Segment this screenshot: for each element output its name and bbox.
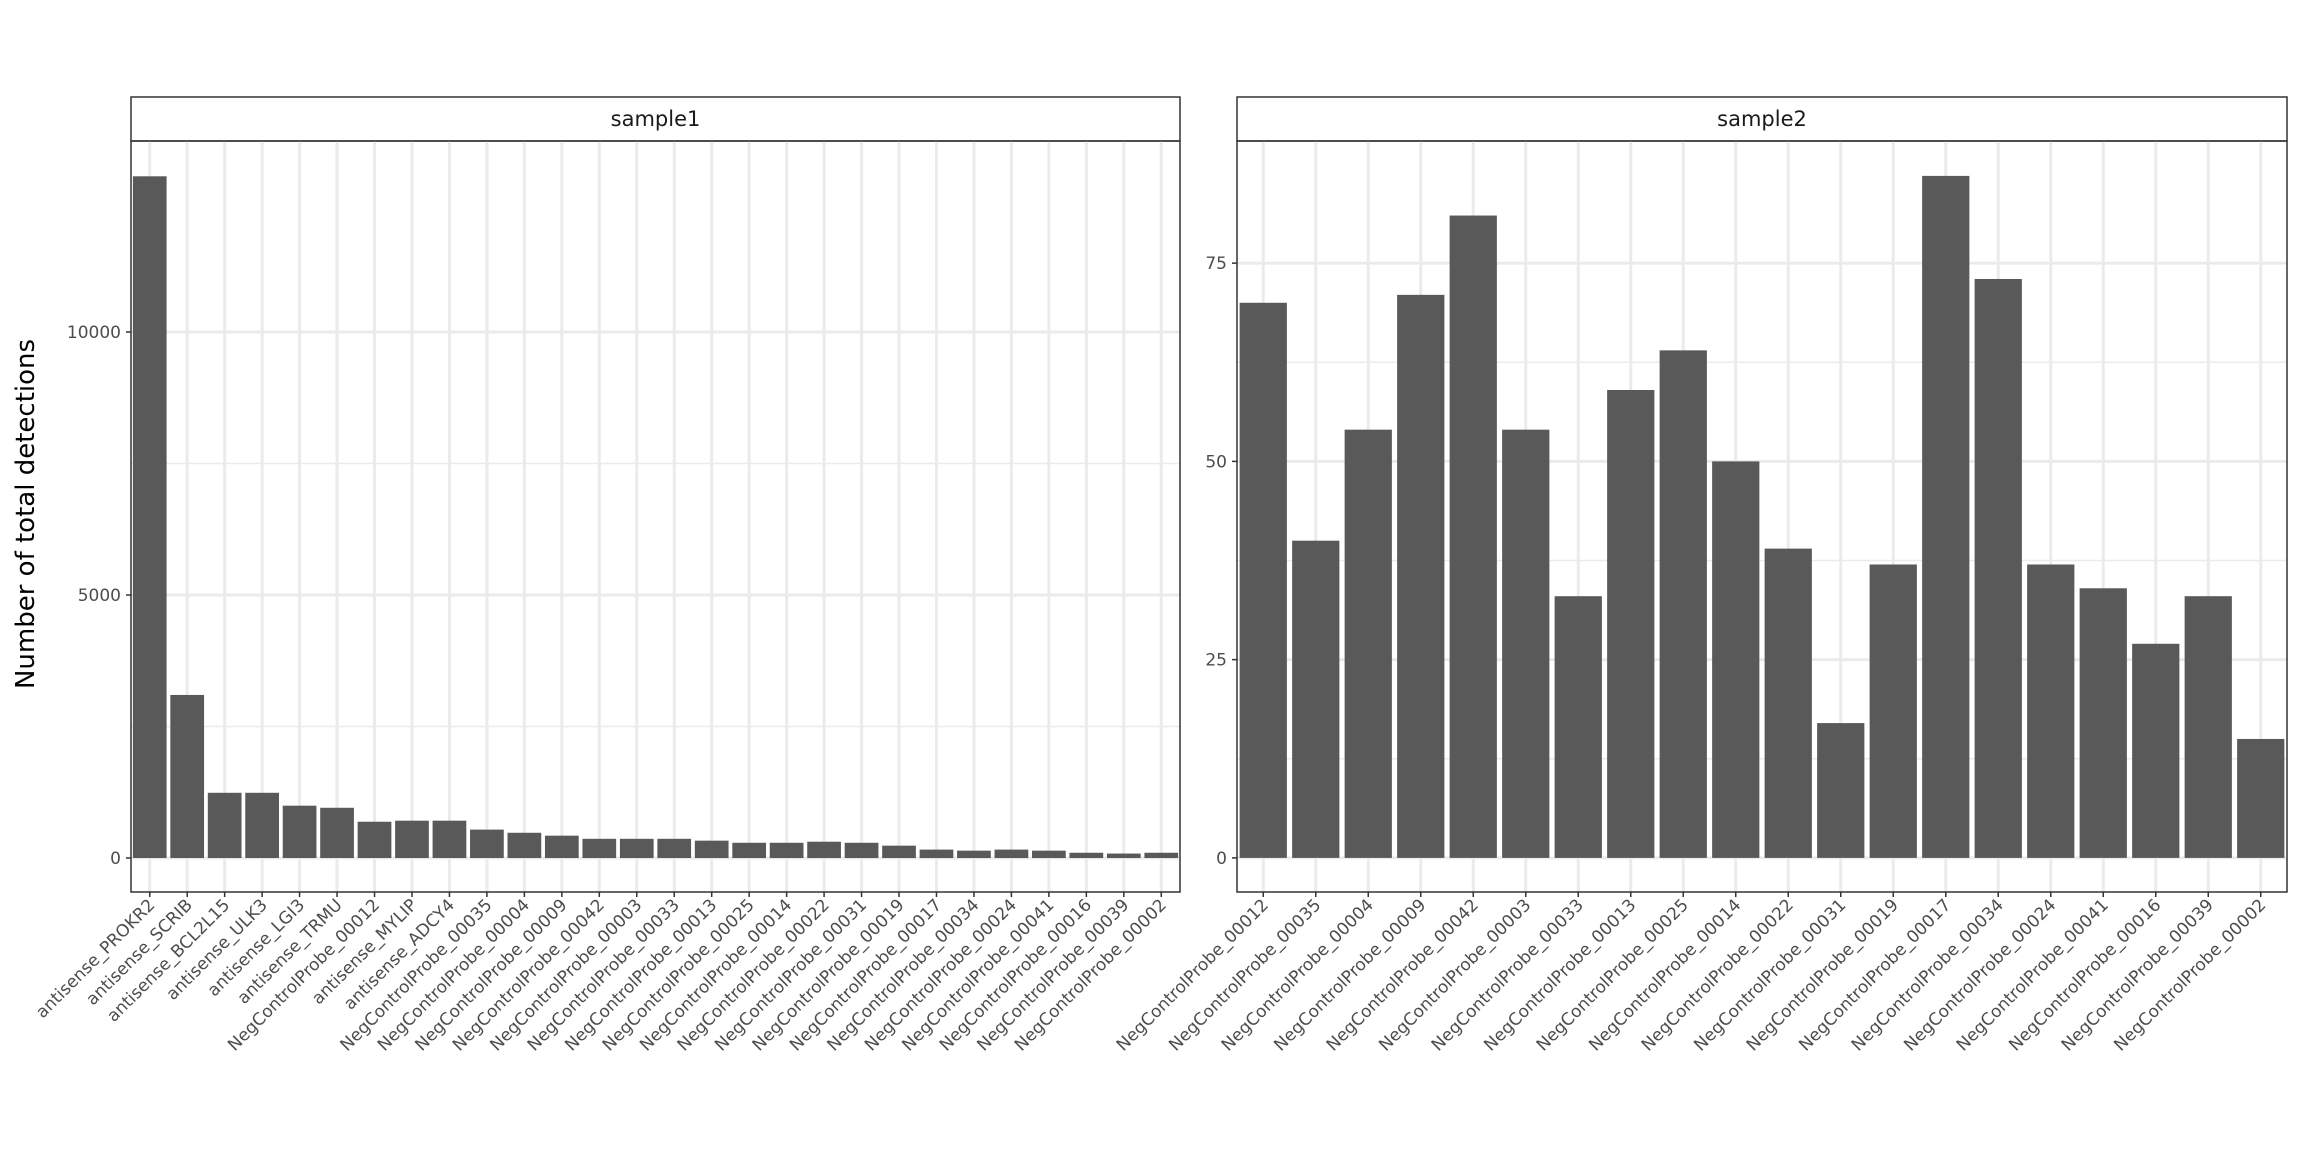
facet-strip-label: sample1 — [611, 107, 701, 131]
bar-NegControlProbe_00025 — [1659, 350, 1707, 858]
bar-NegControlProbe_00024 — [994, 849, 1029, 859]
bar-NegControlProbe_00017 — [919, 849, 954, 859]
bar-NegControlProbe_00013 — [694, 840, 729, 859]
bar-NegControlProbe_00035 — [1292, 540, 1340, 858]
facet-strip — [130, 96, 1181, 142]
bar-antisense_TRMU — [320, 807, 354, 859]
facet-strip-label: sample2 — [1717, 107, 1807, 131]
bar-NegControlProbe_00033 — [657, 838, 692, 859]
bar-NegControlProbe_00009 — [1397, 294, 1445, 858]
bar-NegControlProbe_00042 — [582, 838, 617, 859]
bar-NegControlProbe_00013 — [1607, 390, 1655, 858]
y-tick-label: 0 — [1216, 849, 1227, 869]
bar-NegControlProbe_00034 — [957, 850, 991, 859]
bar-NegControlProbe_00042 — [1449, 215, 1497, 858]
bar-NegControlProbe_00016 — [1069, 852, 1104, 859]
bar-NegControlProbe_00009 — [544, 835, 579, 859]
facet-strip — [1236, 96, 2288, 142]
bar-antisense_PROKR2 — [132, 176, 167, 859]
bar-NegControlProbe_00004 — [507, 832, 542, 859]
bar-antisense_SCRIB — [170, 694, 205, 859]
bar-antisense_BCL2L15 — [207, 792, 242, 859]
bar-NegControlProbe_00002 — [1144, 852, 1179, 859]
bar-NegControlProbe_00003 — [619, 838, 654, 859]
y-tick-label: 5000 — [78, 586, 121, 606]
bar-NegControlProbe_00019 — [1869, 564, 1917, 858]
panel-border — [1236, 140, 2288, 893]
y-tick-label: 10000 — [67, 323, 121, 343]
bar-NegControlProbe_00002 — [2237, 738, 2285, 858]
bar-antisense_ADCY4 — [432, 820, 467, 859]
panel-border — [130, 140, 1181, 893]
bar-antisense_MYLIP — [395, 820, 429, 859]
bar-NegControlProbe_00035 — [470, 829, 504, 859]
bar-NegControlProbe_00004 — [1344, 429, 1392, 858]
bar-NegControlProbe_00039 — [2184, 596, 2232, 858]
y-axis-title: Number of total detections — [11, 339, 41, 689]
bar-NegControlProbe_00031 — [1817, 723, 1865, 858]
bar-NegControlProbe_00034 — [1974, 278, 2022, 858]
bar-NegControlProbe_00012 — [357, 821, 392, 859]
bar-NegControlProbe_00012 — [1239, 302, 1287, 858]
bar-antisense_LGI3 — [282, 805, 317, 859]
bar-NegControlProbe_00024 — [2027, 564, 2075, 858]
bar-NegControlProbe_00003 — [1502, 429, 1550, 858]
y-tick-label: 75 — [1205, 254, 1227, 274]
bar-NegControlProbe_00014 — [769, 842, 804, 859]
bar-NegControlProbe_00033 — [1554, 596, 1602, 858]
bar-NegControlProbe_00014 — [1712, 461, 1760, 858]
bar-NegControlProbe_00022 — [807, 841, 841, 859]
bar-NegControlProbe_00039 — [1106, 853, 1141, 859]
y-tick-label: 50 — [1205, 452, 1227, 472]
bar-NegControlProbe_00041 — [1032, 850, 1066, 859]
y-tick-label: 0 — [110, 849, 121, 869]
y-tick-label: 25 — [1205, 651, 1227, 671]
panel-sample1: sample10500010000antisense_PROKR2antisen… — [32, 96, 1181, 1055]
bar-NegControlProbe_00031 — [844, 842, 879, 859]
bar-NegControlProbe_00022 — [1764, 548, 1812, 858]
bar-antisense_ULK3 — [245, 792, 279, 859]
bar-NegControlProbe_00025 — [732, 842, 767, 859]
bar-NegControlProbe_00041 — [2079, 588, 2127, 858]
bar-NegControlProbe_00017 — [1922, 175, 1970, 858]
bar-NegControlProbe_00016 — [2132, 643, 2180, 858]
bar-NegControlProbe_00019 — [882, 845, 916, 859]
panel-sample2: sample20255075NegControlProbe_00012NegCo… — [1113, 96, 2288, 1055]
